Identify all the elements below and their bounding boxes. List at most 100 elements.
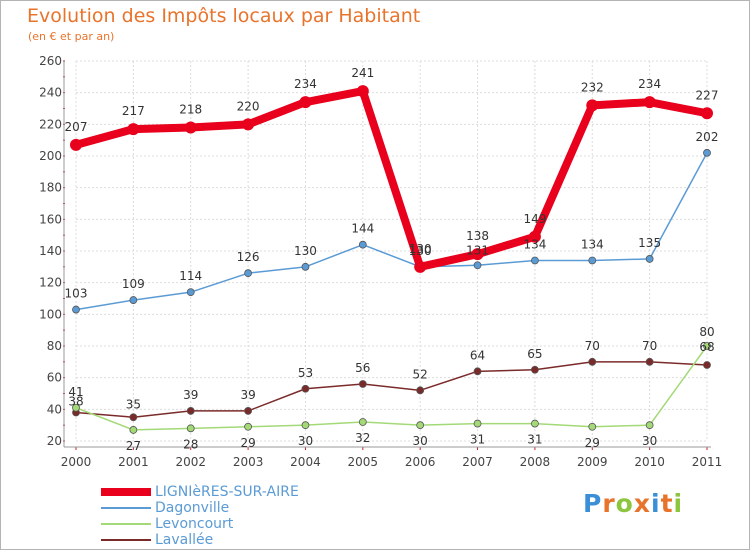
data-label: 218: [179, 103, 202, 117]
series-point: [186, 424, 195, 433]
series-point: [703, 342, 711, 350]
series-point: [473, 419, 482, 428]
x-tick-label: 2000: [61, 455, 92, 469]
data-label: 65: [527, 347, 542, 361]
series-point: [645, 421, 654, 430]
data-label: 38: [68, 395, 83, 409]
data-label: 27: [126, 439, 141, 453]
series-point: [127, 123, 140, 136]
y-tick-label: 240: [39, 86, 62, 100]
data-label: 70: [585, 339, 600, 353]
series-point: [244, 269, 252, 278]
series-point: [701, 107, 713, 120]
y-tick-label: 40: [47, 402, 62, 416]
logo-letter: i: [651, 489, 661, 518]
series-point: [356, 85, 369, 98]
series-point: [358, 418, 367, 426]
series-point: [299, 96, 312, 109]
logo-letter: x: [633, 489, 651, 518]
legend-swatch: [101, 488, 151, 496]
series-point: [72, 403, 80, 412]
data-label: 134: [581, 238, 604, 252]
series-point: [588, 422, 597, 431]
data-label: 138: [466, 229, 489, 243]
logo-letter: r: [602, 489, 616, 518]
series-point: [531, 365, 539, 374]
data-label: 31: [527, 433, 542, 447]
series-line-1: [75, 152, 708, 311]
data-label: 232: [581, 80, 604, 94]
series-line-0: [72, 87, 711, 271]
data-label: 53: [298, 366, 313, 380]
y-tick-label: 100: [39, 307, 62, 321]
series-point: [703, 148, 711, 157]
data-label: 52: [413, 367, 428, 381]
series-point: [301, 384, 310, 393]
series-point: [645, 357, 654, 366]
data-label: 56: [355, 361, 370, 375]
legend-label: LIGNIèRES-SUR-AIRE: [155, 484, 299, 500]
x-tick-label: 2001: [118, 455, 149, 469]
series-point: [414, 260, 427, 273]
series-point: [242, 118, 255, 131]
data-label: 41: [68, 385, 83, 399]
data-label: 29: [240, 436, 255, 450]
data-label: 207: [65, 120, 88, 134]
legend-swatch: [101, 507, 151, 509]
series-point: [358, 380, 367, 388]
y-tick-label: 260: [39, 54, 62, 68]
data-label: 29: [585, 436, 600, 450]
data-label: 241: [351, 66, 374, 80]
series-point: [358, 240, 367, 249]
x-tick-label: 2005: [348, 455, 379, 469]
data-label: 134: [523, 238, 546, 252]
x-tick-label: 2008: [520, 455, 551, 469]
proxiti-logo: Proxiti: [583, 489, 683, 518]
chart-title: Evolution des Impôts locaux par Habitant: [27, 5, 421, 27]
data-label: 130: [409, 244, 432, 258]
data-label: 130: [294, 244, 317, 258]
series-point: [184, 121, 197, 134]
x-tick-label: 2003: [233, 455, 264, 469]
y-tick-label: 180: [39, 181, 62, 195]
data-label: 114: [179, 269, 202, 283]
data-label: 149: [523, 212, 546, 226]
series-point: [473, 367, 482, 376]
series-point: [588, 357, 597, 366]
series-point: [473, 261, 482, 270]
legend-swatch: [101, 539, 151, 541]
data-label: 30: [642, 434, 657, 448]
series-point: [528, 230, 541, 243]
data-label: 135: [638, 236, 661, 250]
logo-letter: P: [583, 489, 603, 518]
data-label: 68: [699, 340, 714, 354]
x-tick-label: 2006: [405, 455, 436, 469]
x-tick-label: 2004: [290, 455, 321, 469]
series-point: [703, 361, 711, 369]
series-point: [531, 419, 539, 428]
logo-letter: t: [660, 489, 674, 518]
data-label: 227: [696, 88, 719, 102]
legend-label: Levoncourt: [155, 516, 234, 532]
y-tick-label: 120: [39, 276, 62, 290]
data-label: 30: [298, 434, 313, 448]
series-point: [531, 256, 539, 265]
logo-letter: i: [673, 489, 684, 518]
chart-subtitle: (en € et par an): [28, 30, 115, 43]
x-tick-label: 2010: [634, 455, 665, 469]
data-label: 39: [240, 388, 255, 402]
series-point: [645, 255, 654, 263]
x-tick-label: 2011: [692, 455, 723, 469]
series-point: [72, 305, 80, 314]
data-label: 31: [470, 433, 485, 447]
series-point: [70, 138, 82, 151]
series-point: [129, 413, 138, 422]
series-point: [186, 407, 195, 415]
data-label: 70: [642, 339, 657, 353]
series-point: [129, 426, 138, 434]
data-label: 30: [413, 434, 428, 448]
data-label: 220: [237, 99, 260, 113]
y-tick-label: 140: [39, 244, 62, 258]
